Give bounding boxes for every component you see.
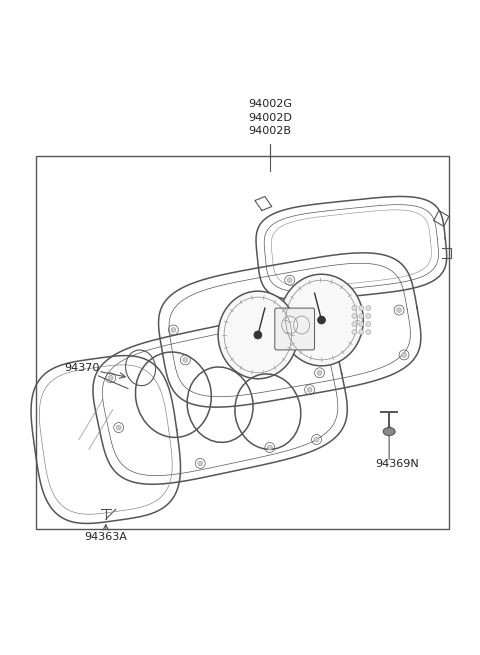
Ellipse shape [307, 387, 312, 392]
Ellipse shape [171, 328, 176, 333]
Ellipse shape [198, 461, 203, 466]
Ellipse shape [352, 306, 357, 310]
Ellipse shape [366, 329, 371, 335]
Ellipse shape [359, 329, 364, 335]
Ellipse shape [366, 322, 371, 326]
Ellipse shape [366, 314, 371, 318]
Ellipse shape [116, 425, 121, 430]
Text: 94002G
94002D
94002B: 94002G 94002D 94002B [248, 100, 292, 136]
Ellipse shape [366, 306, 371, 310]
Ellipse shape [359, 314, 364, 318]
FancyBboxPatch shape [275, 308, 314, 350]
Ellipse shape [352, 314, 357, 318]
Ellipse shape [352, 329, 357, 335]
Ellipse shape [254, 331, 262, 339]
Ellipse shape [402, 352, 407, 358]
Ellipse shape [383, 428, 395, 436]
Ellipse shape [317, 370, 322, 375]
Ellipse shape [314, 437, 319, 442]
Ellipse shape [218, 291, 298, 379]
Ellipse shape [396, 308, 402, 312]
Ellipse shape [352, 322, 357, 326]
Ellipse shape [267, 445, 272, 450]
Ellipse shape [359, 306, 364, 310]
Bar [36, 156, 449, 529]
Text: 94363A: 94363A [84, 532, 127, 542]
Text: 94370: 94370 [64, 363, 99, 373]
Ellipse shape [318, 316, 325, 324]
Ellipse shape [280, 274, 363, 366]
Ellipse shape [108, 375, 113, 381]
Ellipse shape [359, 322, 364, 326]
Ellipse shape [183, 358, 188, 362]
Text: 94369N: 94369N [375, 459, 419, 470]
Ellipse shape [287, 278, 292, 283]
